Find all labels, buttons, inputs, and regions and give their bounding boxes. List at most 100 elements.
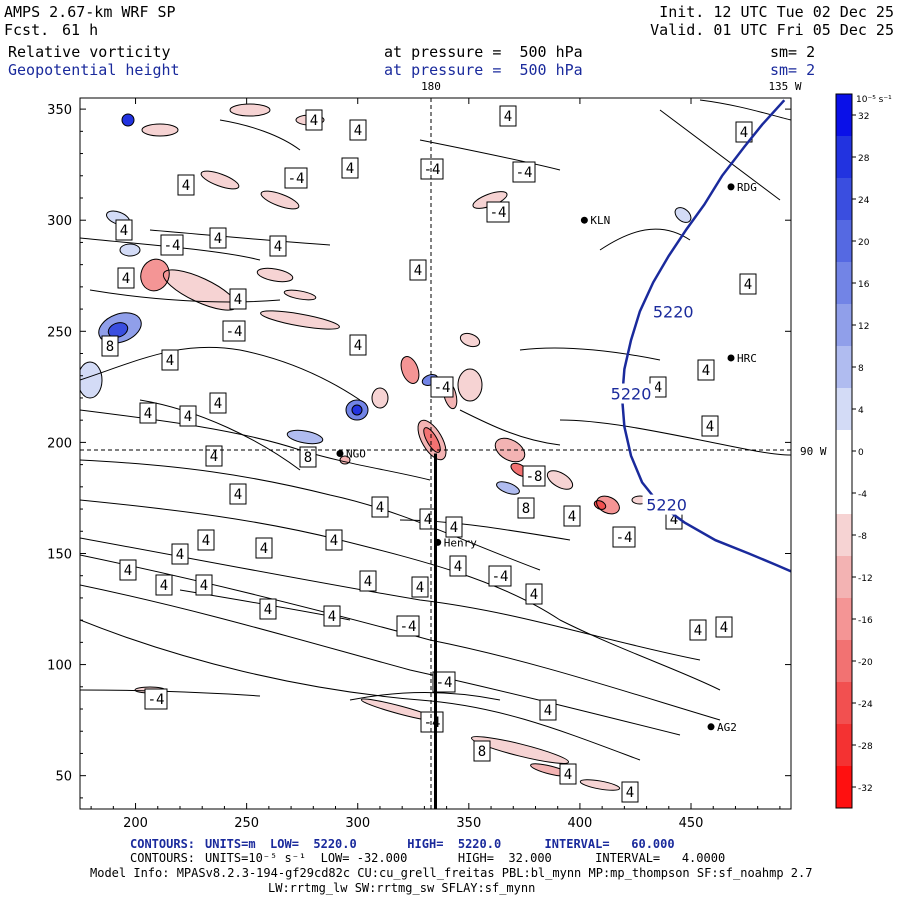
contour-label: 4: [177, 174, 195, 196]
vorticity-anomaly-outline: [457, 368, 483, 402]
vorticity-anomaly-outline: [121, 113, 135, 127]
contour-label-text: 4: [202, 533, 210, 549]
contour-label: 4: [195, 574, 213, 596]
colorbar-segment: [836, 556, 852, 599]
colorbar-tick-label: -8: [858, 532, 867, 542]
contour-label-text: 4: [354, 123, 362, 139]
contour-label: -8: [522, 465, 546, 487]
colorbar-segment: [836, 178, 852, 221]
contour-label: 4: [325, 529, 343, 551]
axes: 180 135 W 90 W 200 250 300 350 400 450 50 100 150 20…: [47, 80, 827, 831]
contour-label-text: -4: [226, 324, 243, 340]
contour-label: 8: [299, 446, 317, 468]
contour-label-text: 4: [184, 409, 192, 425]
colorbar-tick-label: -12: [858, 574, 873, 584]
station-marker: [727, 354, 735, 362]
contour-label-text: 4: [744, 277, 752, 293]
contour-label: 4: [371, 496, 389, 518]
contour-label-text: 4: [210, 449, 218, 465]
contour-label-box: [299, 446, 317, 468]
contour-label: 4: [209, 392, 227, 414]
contour-label-text: -4: [164, 238, 181, 254]
vorticity-contour-line: [80, 554, 721, 721]
x-tick-label: 250: [234, 816, 259, 831]
vorticity-anomaly-outline: [107, 322, 129, 338]
vorticity-anomaly: [458, 369, 482, 401]
pressure-height: at pressure = 500 hPa: [384, 61, 583, 79]
contour-label: -4: [488, 565, 512, 587]
height-contour-label: 5220: [653, 302, 694, 321]
contour-label-text: 4: [214, 396, 222, 412]
contour-label-box: [612, 526, 636, 548]
contour-label: 4: [255, 537, 273, 559]
contour-label-box: [255, 537, 273, 559]
vorticity-anomaly: [201, 171, 239, 189]
vorticity-anomaly-outline: [345, 399, 369, 421]
contour-label-box: [144, 688, 168, 710]
contour-label-box: [161, 349, 179, 371]
vorticity-anomaly-outline: [593, 500, 607, 510]
contour-label-text: 4: [670, 512, 678, 528]
contour-label-text: 4: [144, 406, 152, 422]
vorticity-anomaly-outline: [400, 356, 420, 384]
vorticity-contour-line: [659, 109, 781, 201]
vorticity-contour-line: [219, 119, 301, 151]
vorticity-contour-line: [80, 409, 431, 481]
smoothing-vorticity: sm= 2: [770, 43, 816, 61]
vorticity-anomaly: [230, 104, 270, 116]
colorbar-tick-label: 16: [858, 280, 870, 290]
contour-label-box: [701, 415, 719, 437]
contour-label-box: [488, 565, 512, 587]
contour-label-box: [559, 763, 577, 785]
contour-label: -4: [396, 615, 420, 637]
vorticity-anomaly: [284, 290, 316, 300]
vorticity-anomaly: [460, 333, 480, 347]
plot-frame: [79, 97, 792, 810]
footer-physics-info: LW:rrtmg_lw SW:rrtmg_sw SFLAY:sf_mynn: [268, 881, 536, 895]
vorticity-anomaly-outline: [417, 419, 447, 461]
contour-label-text: 4: [564, 767, 572, 783]
station-marker: [336, 450, 344, 457]
contour-label-box: [371, 496, 389, 518]
contour-label-text: 8: [106, 339, 114, 355]
vorticity-contour-line: [399, 519, 571, 541]
contour-label-box: [409, 259, 427, 281]
contour-label-text: -4: [400, 619, 417, 635]
vorticity-contour-line: [459, 409, 561, 446]
vorticity-anomaly-outline: [371, 387, 389, 409]
vorticity-anomaly-outline: [496, 481, 520, 495]
vorticity-anomaly-outline: [256, 267, 294, 283]
contour-label-box: [305, 109, 323, 131]
contour-label: 4: [117, 267, 135, 289]
vorticity-anomaly-outline: [141, 123, 179, 137]
contour-label: -4: [160, 234, 184, 256]
colorbar-segment: [836, 598, 852, 641]
contour-label-box: [689, 619, 707, 641]
vorticity-anomaly-outline: [200, 170, 240, 190]
colorbar-segment: [836, 766, 852, 809]
station-label: KLN: [590, 214, 610, 227]
contour-label-text: 4: [720, 620, 728, 636]
contour-label: 4: [259, 598, 277, 620]
contour-label-text: -4: [516, 165, 533, 181]
vorticity-contour-line: [80, 619, 641, 761]
contour-label: 4: [179, 405, 197, 427]
contour-label-text: 4: [702, 363, 710, 379]
contour-label: 4: [349, 119, 367, 141]
contour-label: 4: [209, 227, 227, 249]
contour-label-text: 8: [304, 450, 312, 466]
station-marker: [434, 538, 442, 546]
contour-label-box: [349, 334, 367, 356]
height-contour-5220: [620, 99, 791, 573]
vorticity-anomaly: [423, 427, 441, 453]
contour-label-text: 8: [522, 501, 530, 517]
colorbar-segment: [836, 346, 852, 389]
contour-label-text: 4: [654, 380, 662, 396]
contour-label-text: 4: [530, 587, 538, 603]
vorticity-anomaly: [142, 124, 178, 136]
contour-label: -4: [284, 167, 308, 189]
vorticity-anomaly: [361, 698, 439, 722]
contour-label: 4: [139, 402, 157, 424]
vorticity-anomaly: [675, 207, 691, 223]
